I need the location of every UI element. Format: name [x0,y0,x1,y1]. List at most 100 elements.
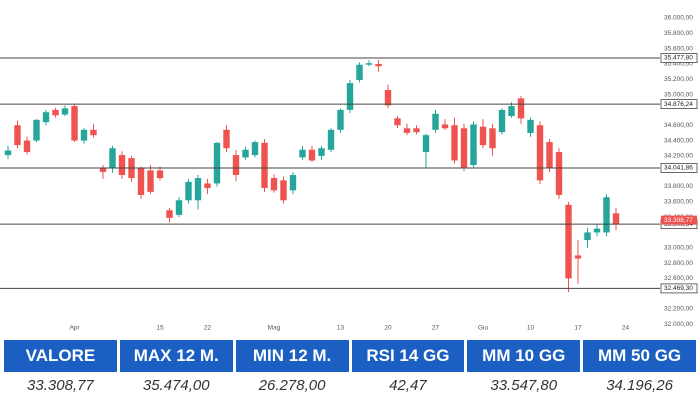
candle-body [394,118,401,126]
candle-body [289,175,297,191]
candle-body [432,113,439,130]
y-tick-label: 35.400,00 [664,61,693,68]
level-label: 34.041,86 [664,165,693,172]
candle-body [137,168,145,195]
candle-body [536,125,544,181]
value-cell: 26.278,00 [258,377,326,394]
value-cell: 34.196,26 [606,377,673,394]
candle-body [118,155,126,176]
candle-body [232,155,240,176]
candle-body [479,126,487,146]
y-tick-label: 34.400,00 [664,137,693,144]
candle-body [223,129,230,149]
candle-body [242,149,249,158]
candle-body [299,149,306,158]
candle-body [71,106,78,141]
candle-body [384,90,392,106]
candle-body [565,204,572,279]
candle-body [261,142,268,189]
value-cell: 42,47 [389,377,427,394]
value-cell: 33.308,77 [27,377,94,394]
y-tick-label: 32.600,00 [664,275,693,282]
x-tick-label: 10 [527,325,535,332]
candle-body [603,197,610,233]
value-cell: 35.474,00 [142,377,210,394]
candle-body [33,119,40,141]
y-tick-label: 34.200,00 [664,153,693,160]
candle-body [213,142,221,184]
last-price-label: 33.308,77 [664,217,693,224]
candle-body [346,83,354,110]
candle-body [90,129,97,136]
y-tick-label: 32.800,00 [664,260,693,267]
x-tick-label: Apr [69,325,80,332]
candle-body [517,98,525,119]
candle-body [460,128,468,169]
x-tick-label: 15 [156,325,164,332]
level-label-box [660,163,698,173]
y-tick-label: 33.000,00 [664,244,693,251]
y-tick-label: 32.000,00 [664,321,693,328]
value-cell: 33.547,80 [490,377,558,394]
candle-body [308,149,316,161]
candle-body [270,178,278,191]
y-tick-label: 33.600,00 [664,199,693,206]
header-cell: RSI 14 GG [351,340,465,372]
x-tick-label: 13 [337,325,345,332]
level-label: 35.477,80 [664,55,693,62]
candle-body [612,213,620,225]
candle-body [555,152,563,195]
y-tick-label: 32.200,00 [664,306,693,313]
candle-body [109,148,116,169]
candle-body [441,124,449,129]
header-cell: MIN 12 M. [235,340,349,372]
header-cell: MM 10 GG [467,340,581,372]
candle-body [156,170,164,179]
candle-body [4,150,12,156]
candle-body [403,128,411,133]
x-tick-label: 20 [384,325,392,332]
header-cell: VALORE [4,340,117,372]
candle-body [280,180,287,201]
candle-body [593,228,601,233]
candle-body [584,232,591,241]
candle-body [194,178,202,201]
header-cell: MM 50 GG [583,340,696,372]
candle-body [422,135,430,153]
y-tick-label: 36.000,00 [664,15,693,22]
candle-body [251,142,259,156]
candle-body [23,140,31,153]
candle-body [356,64,363,81]
candle-body [337,109,344,130]
candle-body [185,181,192,201]
level-label-box [660,53,698,63]
candle-body [413,128,420,133]
candle-body [80,129,88,141]
level-label-box [660,99,698,109]
candle-body [546,142,553,169]
candle-body [498,109,506,133]
candle-body [61,108,69,115]
candle-body [451,125,458,161]
candle-body [527,119,534,133]
last-price-box [661,215,697,225]
candle-body [365,63,373,65]
level-label-box [660,283,698,294]
x-tick-label: 27 [432,325,440,332]
x-tick-label: Mag [268,325,281,332]
candle-body [204,183,211,189]
candle-body [508,106,515,117]
candle-body [99,168,107,172]
candle-body [489,128,496,149]
candle-body [318,148,325,156]
x-tick-label: 22 [204,325,212,332]
y-tick-label: 35.000,00 [664,91,693,98]
chart: 36.000,00 35.800,00 35.600,00 35.400,00 35.2… [0,15,698,332]
candle-body [375,63,382,67]
candle-body [470,124,477,166]
level-label: 34.876,24 [664,101,693,108]
y-tick-label: 35.600,00 [664,45,693,52]
y-tick-label: 35.800,00 [664,30,693,37]
candle-body [52,109,59,116]
